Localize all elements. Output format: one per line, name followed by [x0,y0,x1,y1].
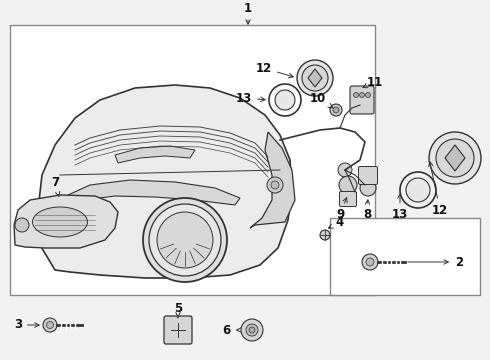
Circle shape [429,132,481,184]
Text: 12: 12 [256,62,294,78]
FancyBboxPatch shape [350,86,374,114]
Circle shape [406,178,430,202]
Circle shape [143,198,227,282]
Text: 6: 6 [222,324,241,337]
Text: 10: 10 [310,91,333,108]
Polygon shape [445,145,465,171]
Circle shape [157,212,213,268]
Circle shape [333,107,339,113]
Circle shape [360,93,365,98]
Circle shape [275,90,295,110]
Circle shape [15,218,29,232]
Circle shape [297,60,333,96]
Circle shape [43,318,57,332]
Polygon shape [308,69,322,87]
Text: 3: 3 [14,319,39,332]
Text: 8: 8 [363,200,371,221]
Circle shape [241,319,263,341]
Polygon shape [250,132,295,228]
Circle shape [302,65,328,91]
Circle shape [249,327,255,333]
Circle shape [362,254,378,270]
Text: 1: 1 [244,1,252,24]
Text: 13: 13 [392,194,408,221]
Circle shape [47,321,53,328]
Bar [10,25,375,295]
Circle shape [366,258,374,266]
Text: 9: 9 [336,198,347,221]
Text: 4: 4 [328,216,344,229]
Circle shape [360,180,376,196]
FancyBboxPatch shape [359,166,377,184]
Circle shape [436,139,474,177]
Text: 7: 7 [51,176,60,196]
Bar [330,218,480,295]
Polygon shape [68,180,240,205]
Text: 2: 2 [408,256,463,269]
Text: 5: 5 [174,302,182,318]
FancyBboxPatch shape [340,192,357,207]
Ellipse shape [32,207,88,237]
Polygon shape [115,146,195,163]
Circle shape [353,93,359,98]
Circle shape [149,204,221,276]
Polygon shape [38,85,292,278]
FancyBboxPatch shape [164,316,192,344]
Polygon shape [14,195,118,248]
Text: 12: 12 [429,162,448,216]
Circle shape [330,104,342,116]
Circle shape [271,181,279,189]
Text: 11: 11 [363,76,383,89]
Circle shape [267,177,283,193]
Text: 13: 13 [236,91,265,104]
Circle shape [339,176,357,194]
Circle shape [338,163,352,177]
Circle shape [320,230,330,240]
Circle shape [246,324,258,336]
Circle shape [366,93,370,98]
